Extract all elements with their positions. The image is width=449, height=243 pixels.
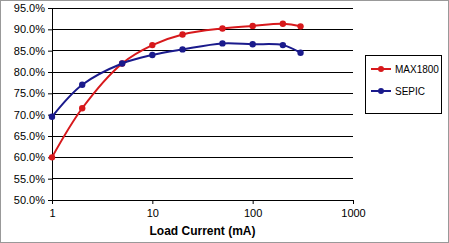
- y-axis: 50.0% 55.0% 60.0% 65.0% 70.0% 75.0% 80.0% 85.0%…: [14, 2, 53, 206]
- series-line: [52, 43, 301, 117]
- grid-line: [52, 50, 353, 51]
- series-marker: [297, 23, 303, 29]
- x-tick: 100: [244, 200, 262, 219]
- series-marker: [49, 114, 55, 120]
- y-tick-label: 50.0%: [14, 194, 45, 206]
- plot: 50.0% 55.0% 60.0% 65.0% 70.0% 75.0% 80.0% 85.0%…: [14, 2, 366, 219]
- y-tick: 85.0%: [14, 45, 52, 57]
- series-line: [52, 24, 301, 158]
- y-tick-label: 90.0%: [14, 23, 45, 35]
- y-tick-label: 60.0%: [14, 151, 45, 163]
- y-tick-mark: [48, 179, 52, 180]
- legend: MAX1800 SEPIC: [366, 56, 442, 114]
- x-tick-mark: [253, 200, 254, 204]
- y-tick-label: 65.0%: [14, 130, 45, 142]
- grid-line: [52, 8, 353, 9]
- series-group: [49, 21, 304, 161]
- legend-box: [366, 56, 442, 114]
- y-axis-line: [52, 9, 53, 201]
- grid-line: [52, 178, 353, 179]
- x-tick-mark: [152, 200, 153, 204]
- x-tick-label: 1: [49, 207, 55, 219]
- series-marker: [249, 41, 255, 47]
- series-marker: [179, 46, 185, 52]
- grid: [52, 8, 353, 200]
- y-tick-label: 80.0%: [14, 66, 45, 78]
- x-tick-mark: [353, 200, 354, 204]
- y-tick: 95.0%: [14, 2, 52, 14]
- series-marker: [297, 50, 303, 56]
- series-marker: [219, 25, 225, 31]
- series-marker: [149, 42, 155, 48]
- x-tick-mark: [52, 200, 53, 204]
- x-tick: 1: [49, 200, 55, 219]
- y-tick-mark: [48, 72, 52, 73]
- x-axis-line: [53, 200, 354, 201]
- series-marker: [280, 42, 286, 48]
- y-tick-label: 70.0%: [14, 109, 45, 121]
- series-marker: [119, 60, 125, 66]
- y-tick-mark: [48, 136, 52, 137]
- y-tick-mark: [48, 93, 52, 94]
- series-marker: [49, 154, 55, 160]
- chart-border: [1, 1, 449, 243]
- grid-line: [52, 157, 353, 158]
- grid-line: [52, 72, 353, 73]
- chart: 50.0% 55.0% 60.0% 65.0% 70.0% 75.0% 80.0% 85.0%…: [0, 0, 449, 243]
- y-tick: 80.0%: [14, 66, 52, 78]
- y-tick: 65.0%: [14, 130, 52, 142]
- x-axis-title: Load Current (mA): [150, 224, 256, 238]
- x-tick: 1000: [341, 200, 365, 219]
- y-tick: 60.0%: [14, 151, 52, 163]
- series-marker: [219, 40, 225, 46]
- legend-label: SEPIC: [395, 86, 425, 97]
- x-tick-label: 10: [147, 207, 159, 219]
- grid-line: [52, 29, 353, 30]
- y-tick-label: 95.0%: [14, 2, 45, 14]
- y-tick: 75.0%: [14, 87, 52, 99]
- x-tick: 10: [147, 200, 159, 219]
- x-tick-label: 100: [244, 207, 262, 219]
- y-tick-mark: [48, 200, 52, 201]
- y-tick: 90.0%: [14, 23, 52, 35]
- legend-marker: [378, 66, 384, 72]
- y-tick-mark: [48, 8, 52, 9]
- series-marker: [249, 23, 255, 29]
- grid-line: [52, 114, 353, 115]
- legend-marker: [378, 88, 384, 94]
- y-tick: 55.0%: [14, 173, 52, 185]
- series-marker: [179, 31, 185, 37]
- y-tick-label: 85.0%: [14, 45, 45, 57]
- legend-label: MAX1800: [395, 64, 439, 75]
- y-tick: 70.0%: [14, 109, 52, 121]
- grid-line: [52, 200, 353, 201]
- y-tick-mark: [48, 51, 52, 52]
- y-tick-label: 55.0%: [14, 173, 45, 185]
- grid-line: [52, 136, 353, 137]
- y-tick-mark: [48, 29, 52, 30]
- series-marker: [119, 60, 125, 66]
- y-tick-label: 75.0%: [14, 87, 45, 99]
- series-marker: [79, 105, 85, 111]
- series-marker: [149, 52, 155, 58]
- x-tick-label: 1000: [341, 207, 365, 219]
- series-marker: [79, 82, 85, 88]
- series-marker: [280, 21, 286, 27]
- x-axis: 1 10 100 1000: [49, 200, 365, 219]
- grid-line: [52, 93, 353, 94]
- y-tick: 50.0%: [14, 194, 52, 206]
